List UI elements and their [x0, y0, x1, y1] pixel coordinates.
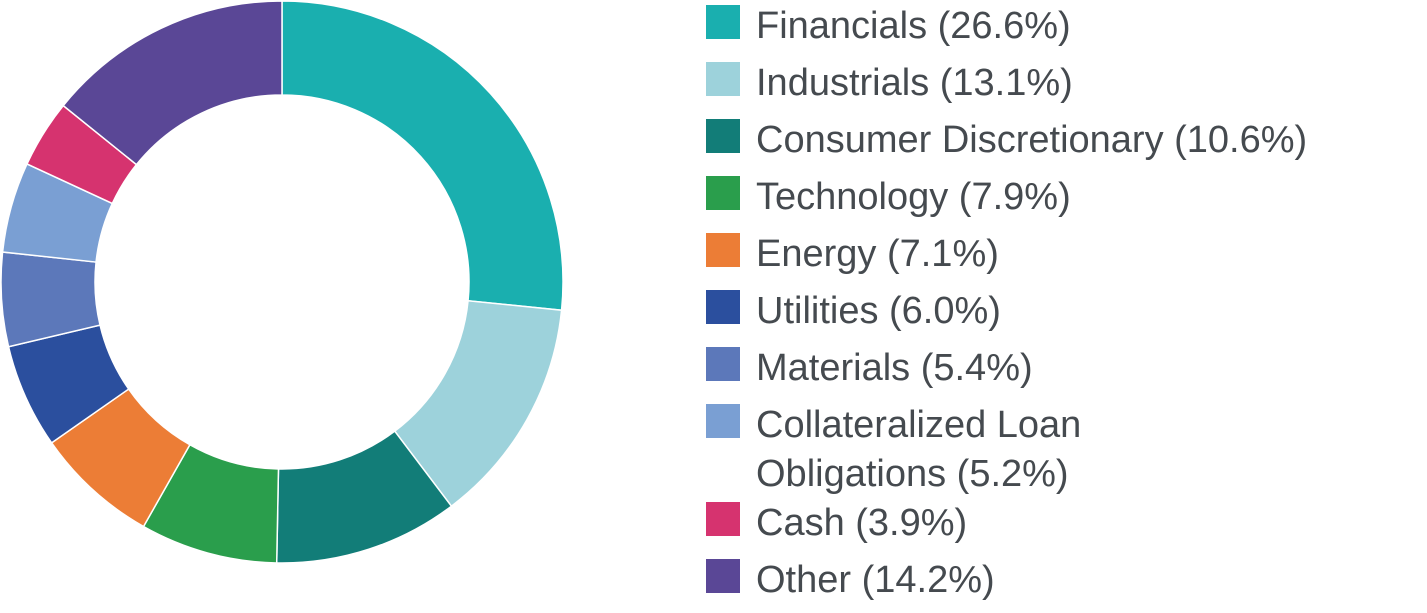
legend-label: Cash (3.9%): [756, 502, 968, 544]
legend-swatch: [706, 176, 740, 210]
legend-item: Materials (5.4%): [706, 344, 1416, 401]
legend-swatch: [706, 5, 740, 39]
legend-label: Other (14.2%): [756, 559, 995, 601]
legend-swatch: [706, 404, 740, 438]
legend-item: Collateralized Loan Obligations (5.2%): [706, 401, 1416, 499]
legend-item: Cash (3.9%): [706, 499, 1416, 556]
legend-swatch: [706, 233, 740, 267]
chart-legend: Financials (26.6%) Industrials (13.1%) Con…: [706, 2, 1416, 613]
legend-item: Utilities (6.0%): [706, 287, 1416, 344]
legend-item: Industrials (13.1%): [706, 59, 1416, 116]
legend-swatch: [706, 347, 740, 381]
legend-item: Energy (7.1%): [706, 230, 1416, 287]
legend-label: Utilities (6.0%): [756, 290, 1001, 332]
legend-label: Technology (7.9%): [756, 176, 1071, 218]
legend-label: Financials (26.6%): [756, 5, 1071, 47]
donut-chart: [0, 0, 564, 564]
legend-label: Materials (5.4%): [756, 347, 1033, 389]
legend-swatch: [706, 62, 740, 96]
legend-label: Industrials (13.1%): [756, 62, 1073, 104]
legend-swatch: [706, 290, 740, 324]
donut-slice-0: [281, 0, 564, 312]
donut-slice-9: [62, 0, 283, 166]
legend-item: Technology (7.9%): [706, 173, 1416, 230]
legend-label: Energy (7.1%): [756, 233, 999, 275]
legend-swatch: [706, 559, 740, 593]
legend-label: Consumer Discretionary (10.6%): [756, 119, 1308, 161]
legend-label: Collateralized Loan Obligations (5.2%): [756, 404, 1082, 495]
legend-item: Other (14.2%): [706, 556, 1416, 613]
legend-swatch: [706, 502, 740, 536]
legend-swatch: [706, 119, 740, 153]
legend-item: Financials (26.6%): [706, 2, 1416, 59]
legend-item: Consumer Discretionary (10.6%): [706, 116, 1416, 173]
